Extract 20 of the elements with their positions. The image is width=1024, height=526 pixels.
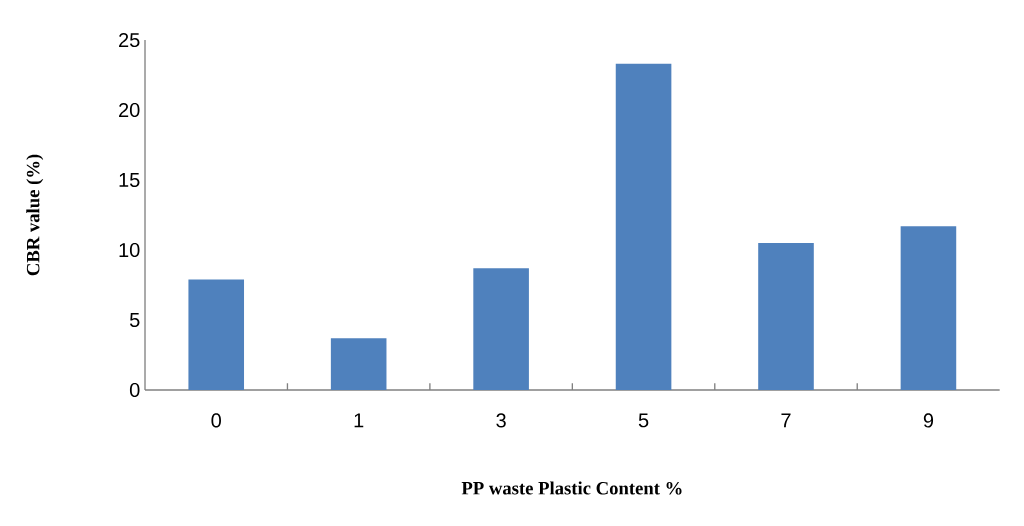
- bar: [188, 279, 245, 390]
- x-tick-label: 1: [354, 413, 364, 428]
- bar: [615, 63, 672, 390]
- x-tick-label: 9: [923, 413, 934, 428]
- y-axis-title: CBR value (%): [26, 154, 44, 276]
- y-tick-label: 25: [119, 32, 140, 48]
- y-tick-label: 15: [119, 173, 140, 187]
- x-tick-label: 7: [781, 413, 791, 428]
- x-tick-label: 3: [496, 413, 506, 428]
- bar: [330, 338, 387, 390]
- x-tick-label: 5: [638, 413, 649, 428]
- x-axis-title: PP waste Plastic Content %: [461, 481, 682, 495]
- y-tick-label: 10: [119, 242, 140, 258]
- y-tick-label: 0: [129, 382, 140, 398]
- bar: [900, 226, 957, 390]
- x-tick-label: 0: [211, 413, 221, 428]
- y-tick-label: 20: [119, 102, 140, 118]
- bar: [758, 243, 814, 390]
- bar: [473, 268, 529, 390]
- y-tick-label: 5: [129, 313, 140, 327]
